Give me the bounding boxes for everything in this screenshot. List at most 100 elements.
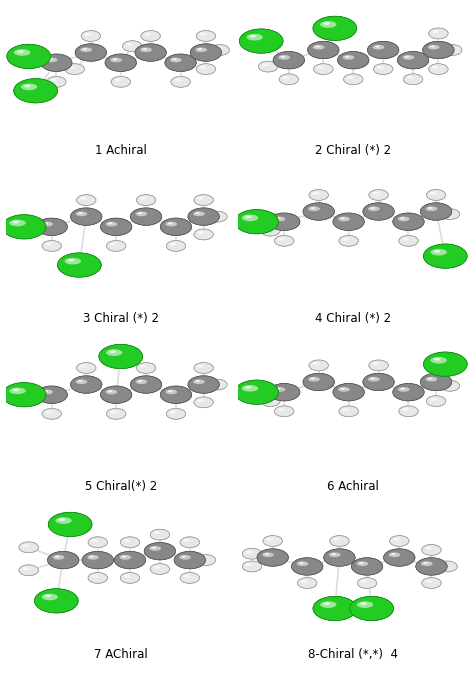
Ellipse shape	[179, 555, 191, 560]
Ellipse shape	[120, 537, 140, 547]
Ellipse shape	[261, 225, 280, 236]
Ellipse shape	[276, 217, 281, 219]
Ellipse shape	[47, 551, 79, 569]
Ellipse shape	[92, 575, 96, 576]
Ellipse shape	[269, 383, 300, 401]
Ellipse shape	[199, 365, 201, 367]
Ellipse shape	[264, 553, 287, 566]
Ellipse shape	[399, 387, 422, 400]
Ellipse shape	[22, 567, 29, 570]
Ellipse shape	[84, 33, 91, 36]
Ellipse shape	[105, 54, 137, 72]
Ellipse shape	[264, 398, 271, 401]
Ellipse shape	[137, 212, 160, 225]
Ellipse shape	[107, 408, 126, 419]
Ellipse shape	[116, 79, 118, 80]
Ellipse shape	[312, 192, 319, 194]
Ellipse shape	[427, 207, 450, 219]
Ellipse shape	[26, 221, 46, 232]
Ellipse shape	[198, 232, 212, 240]
Ellipse shape	[278, 238, 293, 246]
Ellipse shape	[106, 221, 118, 226]
Ellipse shape	[242, 548, 262, 559]
Ellipse shape	[150, 564, 170, 574]
Ellipse shape	[138, 212, 143, 214]
Ellipse shape	[428, 207, 432, 209]
Ellipse shape	[57, 518, 90, 536]
Ellipse shape	[30, 224, 44, 232]
Ellipse shape	[65, 63, 84, 74]
Ellipse shape	[427, 547, 429, 548]
Ellipse shape	[30, 392, 33, 393]
Ellipse shape	[314, 362, 317, 364]
Ellipse shape	[309, 190, 328, 200]
Ellipse shape	[82, 48, 105, 61]
Ellipse shape	[269, 213, 300, 230]
Ellipse shape	[297, 562, 309, 566]
Ellipse shape	[431, 192, 434, 194]
Ellipse shape	[313, 362, 328, 371]
Ellipse shape	[211, 213, 226, 221]
Ellipse shape	[309, 190, 328, 200]
Ellipse shape	[368, 207, 380, 211]
Ellipse shape	[57, 253, 101, 277]
Ellipse shape	[200, 66, 215, 74]
Ellipse shape	[399, 236, 418, 246]
Ellipse shape	[281, 56, 285, 57]
Ellipse shape	[197, 364, 204, 368]
Ellipse shape	[303, 373, 334, 391]
Ellipse shape	[397, 51, 428, 69]
Ellipse shape	[404, 55, 427, 68]
Ellipse shape	[423, 41, 454, 59]
Ellipse shape	[422, 562, 446, 574]
Ellipse shape	[92, 539, 107, 547]
Ellipse shape	[136, 379, 147, 384]
Ellipse shape	[35, 589, 78, 613]
Ellipse shape	[106, 389, 118, 394]
Ellipse shape	[375, 46, 380, 47]
Ellipse shape	[337, 51, 369, 69]
Text: 1 Achiral: 1 Achiral	[95, 144, 146, 157]
Ellipse shape	[394, 538, 397, 539]
Ellipse shape	[80, 364, 87, 368]
Ellipse shape	[239, 29, 283, 53]
Ellipse shape	[42, 240, 61, 251]
Ellipse shape	[46, 411, 60, 418]
Ellipse shape	[110, 243, 125, 251]
Ellipse shape	[166, 408, 186, 419]
Ellipse shape	[351, 558, 383, 575]
Ellipse shape	[87, 555, 99, 560]
Ellipse shape	[342, 408, 349, 411]
Ellipse shape	[41, 54, 72, 72]
Ellipse shape	[361, 580, 376, 588]
Ellipse shape	[150, 529, 170, 540]
Ellipse shape	[215, 47, 218, 49]
Ellipse shape	[55, 517, 72, 524]
Ellipse shape	[340, 217, 345, 219]
Ellipse shape	[174, 551, 205, 569]
Ellipse shape	[428, 63, 448, 74]
Ellipse shape	[92, 539, 96, 541]
Ellipse shape	[166, 240, 186, 251]
Ellipse shape	[447, 47, 461, 55]
Ellipse shape	[9, 219, 26, 226]
Ellipse shape	[185, 575, 188, 576]
Ellipse shape	[339, 217, 363, 230]
Ellipse shape	[428, 28, 448, 38]
Ellipse shape	[154, 566, 169, 574]
Ellipse shape	[19, 542, 38, 553]
Ellipse shape	[210, 45, 229, 55]
Ellipse shape	[383, 549, 415, 566]
Ellipse shape	[120, 572, 140, 583]
Ellipse shape	[126, 43, 133, 46]
Ellipse shape	[345, 56, 350, 57]
Ellipse shape	[166, 240, 186, 251]
Ellipse shape	[120, 555, 144, 568]
Ellipse shape	[44, 222, 48, 224]
Ellipse shape	[46, 411, 49, 412]
Ellipse shape	[441, 563, 448, 566]
Ellipse shape	[196, 63, 216, 74]
Ellipse shape	[257, 549, 288, 566]
Ellipse shape	[446, 47, 453, 50]
Ellipse shape	[11, 388, 44, 406]
